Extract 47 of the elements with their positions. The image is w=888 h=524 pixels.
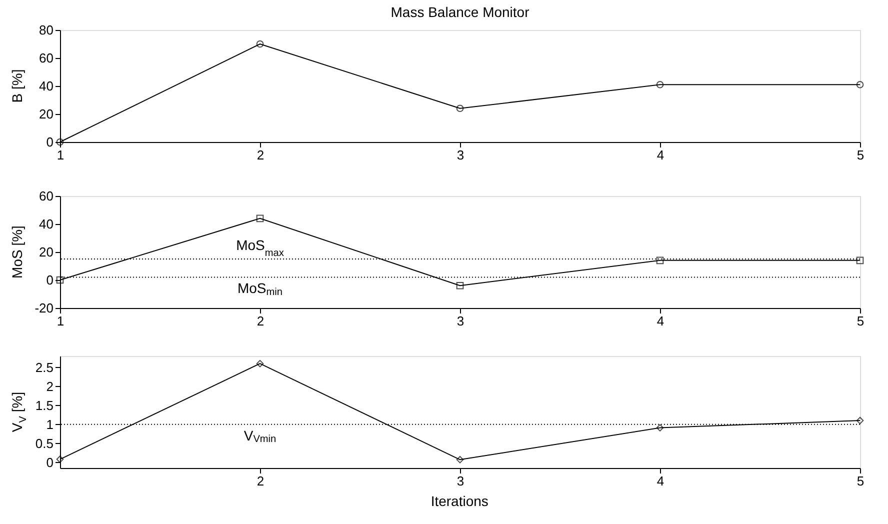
- y-tick-label: 40: [39, 78, 54, 94]
- y-tick-label: 60: [39, 50, 54, 66]
- y-tick-label: -20: [34, 300, 54, 316]
- y-axis-title: MoS [%]: [9, 226, 25, 278]
- x-tick-label: 1: [56, 148, 64, 162]
- y-tick-label: 60: [39, 188, 54, 204]
- point: [856, 416, 864, 424]
- x-tick-label: 4: [656, 148, 664, 162]
- y-tick-label: 0: [46, 454, 54, 470]
- point: [856, 80, 864, 88]
- y-axis-title: B [%]: [9, 69, 25, 103]
- point: [456, 104, 464, 112]
- x-tick-label: 3: [456, 148, 464, 162]
- chart-title: Mass Balance Monitor: [390, 4, 530, 20]
- point: [456, 282, 464, 290]
- y-tick-label: 1.5: [35, 398, 54, 413]
- y-tick-label: 2: [46, 378, 54, 394]
- point: [256, 360, 264, 368]
- y-tick-label: 1: [46, 416, 54, 432]
- x-tick-label: 5: [856, 314, 864, 328]
- x-tick-label: 5: [856, 474, 864, 488]
- x-tick-label: 3: [456, 314, 464, 328]
- x-tick-label: 1: [56, 314, 64, 328]
- x-tick-label: 3: [456, 474, 464, 488]
- point: [256, 214, 264, 222]
- y-axis-title: VV [%]: [9, 392, 29, 432]
- x-tick-label: 2: [256, 474, 264, 488]
- x-axis-title: Iterations: [430, 493, 488, 509]
- point: [656, 80, 664, 88]
- y-tick-label: 80: [39, 22, 54, 38]
- y-tick-label: 40: [39, 216, 54, 232]
- x-tick-label: 5: [856, 148, 864, 162]
- y-tick-label: 0: [46, 272, 54, 288]
- point: [856, 256, 864, 264]
- x-tick-label: 4: [656, 314, 664, 328]
- point: [456, 456, 464, 464]
- y-tick-label: 20: [39, 106, 54, 122]
- x-tick-label: 2: [256, 314, 264, 328]
- y-tick-label: 0: [46, 134, 54, 150]
- y-tick-label: 2.5: [35, 360, 54, 375]
- point: [656, 424, 664, 432]
- x-tick-label: 2: [256, 148, 264, 162]
- y-tick-label: 0.5: [35, 436, 54, 451]
- point: [256, 40, 264, 48]
- point: [656, 256, 664, 264]
- y-tick-label: 20: [39, 244, 54, 260]
- x-tick-label: 4: [656, 474, 664, 488]
